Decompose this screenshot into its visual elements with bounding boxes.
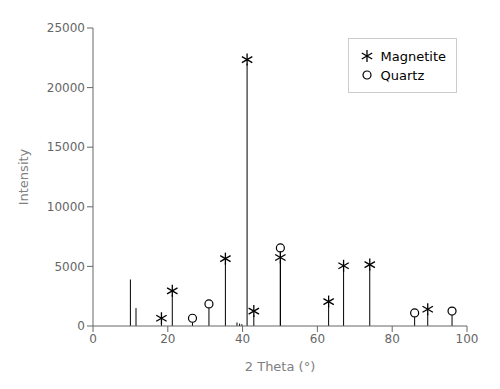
svg-text:20000: 20000 (47, 81, 85, 95)
svg-text:Intensity: Intensity (16, 148, 31, 205)
html-text:Magnetite: Magnetite (380, 48, 446, 64)
svg-text:2 Theta (°): 2 Theta (°) (245, 359, 315, 374)
svg-text:10000: 10000 (47, 200, 85, 214)
svg-text:100: 100 (456, 332, 479, 346)
svg-text:20: 20 (160, 332, 175, 346)
svg-text:5000: 5000 (54, 260, 85, 274)
svg-text:80: 80 (385, 332, 400, 346)
svg-text:0: 0 (77, 319, 85, 333)
svg-text:0: 0 (89, 332, 97, 346)
svg-text:40: 40 (235, 332, 250, 346)
svg-text:60: 60 (310, 332, 325, 346)
svg-text:25000: 25000 (47, 21, 85, 35)
html-text:Quartz: Quartz (380, 67, 425, 83)
svg-text:15000: 15000 (47, 140, 85, 154)
